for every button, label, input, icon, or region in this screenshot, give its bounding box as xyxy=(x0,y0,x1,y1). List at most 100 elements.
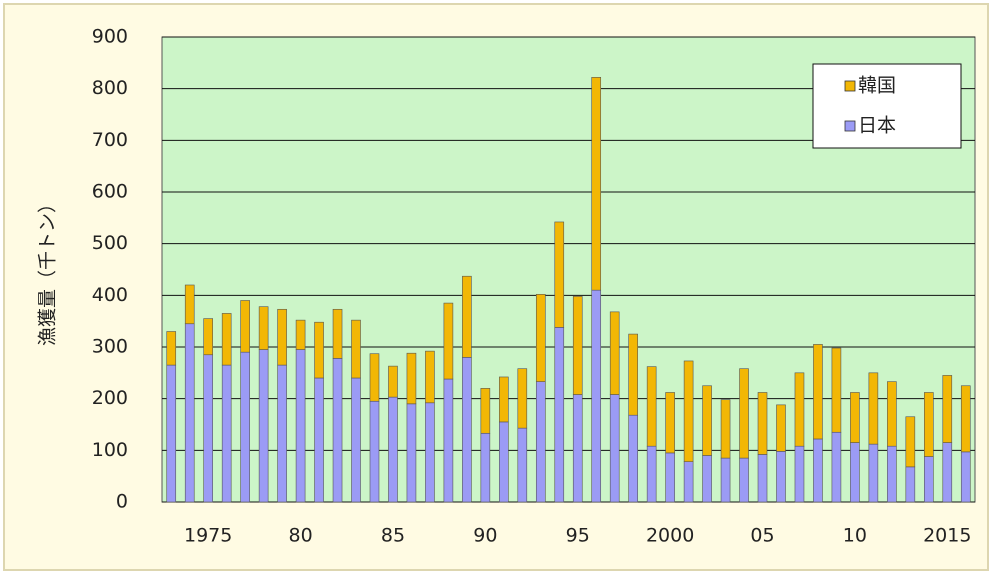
bar-segment xyxy=(295,349,306,503)
bar-segment xyxy=(314,321,324,379)
y-tick-label: 300 xyxy=(92,336,128,358)
bar-segment xyxy=(942,442,953,503)
bar-segment xyxy=(166,364,177,503)
bar-segment xyxy=(203,354,213,503)
bar-segment xyxy=(665,452,675,503)
legend-box xyxy=(812,63,962,149)
bar-segment xyxy=(942,375,953,443)
bar-segment xyxy=(314,377,324,503)
bar-segment xyxy=(850,442,860,503)
legend-label: 韓国 xyxy=(858,75,896,97)
bar-segment xyxy=(776,451,786,503)
bar-segment xyxy=(517,427,528,503)
bar-segment xyxy=(184,284,195,325)
bar-segment xyxy=(462,275,472,358)
y-tick-label: 500 xyxy=(92,232,128,254)
y-tick-label: 600 xyxy=(92,181,128,203)
bar-segment xyxy=(720,399,731,459)
bar-segment xyxy=(221,364,232,503)
y-tick-label: 0 xyxy=(116,491,128,513)
bar-segment xyxy=(794,372,805,447)
bar-segment xyxy=(166,331,177,366)
bar-segment xyxy=(665,392,675,454)
bar-segment xyxy=(702,455,712,503)
bar-segment xyxy=(499,376,509,423)
bar-segment xyxy=(572,394,583,503)
x-tick-label: 10 xyxy=(843,525,867,547)
bar-segment xyxy=(776,404,786,452)
bar-segment xyxy=(924,392,934,457)
bar-segment xyxy=(831,347,842,433)
bar-segment xyxy=(554,221,565,328)
bar-segment xyxy=(203,318,213,356)
y-tick-label: 700 xyxy=(92,129,128,151)
bar-segment xyxy=(628,333,638,416)
bar-segment xyxy=(295,319,306,350)
x-tick-label: 95 xyxy=(566,525,590,547)
bar-segment xyxy=(720,457,731,503)
bar-segment xyxy=(406,352,417,405)
bar-segment xyxy=(831,431,842,503)
bar-segment xyxy=(609,394,620,503)
bar-segment xyxy=(517,368,528,429)
y-tick-label: 400 xyxy=(92,284,128,306)
bar-segment xyxy=(646,366,657,447)
bar-segment xyxy=(369,353,380,402)
x-tick-label: 2015 xyxy=(923,525,971,547)
bar-segment xyxy=(813,438,823,503)
bar-segment xyxy=(887,381,897,447)
x-tick-label: 1975 xyxy=(184,525,232,547)
legend-swatch xyxy=(844,80,856,92)
bar-segment xyxy=(351,319,361,379)
bar-segment xyxy=(240,300,250,353)
bar-segment xyxy=(924,456,934,503)
x-tick-label: 05 xyxy=(750,525,774,547)
bar-segment xyxy=(628,414,638,503)
bar-segment xyxy=(868,443,879,503)
legend-label: 日本 xyxy=(858,115,896,137)
bar-segment xyxy=(499,421,509,503)
bar-segment xyxy=(960,385,971,453)
bar-segment xyxy=(868,372,879,445)
bar-segment xyxy=(443,302,454,380)
bar-segment xyxy=(425,402,435,503)
bar-segment xyxy=(960,451,971,503)
x-tick-label: 90 xyxy=(473,525,497,547)
bar-segment xyxy=(425,350,435,404)
bar-segment xyxy=(443,378,454,503)
bar-segment xyxy=(591,77,602,291)
bar-segment xyxy=(591,289,602,503)
bar-segment xyxy=(739,368,749,459)
bar-segment xyxy=(535,293,546,382)
bar-segment xyxy=(646,445,657,503)
bar-segment xyxy=(887,445,897,503)
bar-segment xyxy=(369,400,380,503)
legend-swatch xyxy=(844,120,856,132)
bar-segment xyxy=(757,454,768,503)
bar-segment xyxy=(535,381,546,503)
bar-segment xyxy=(351,377,361,503)
bar-segment xyxy=(277,308,287,366)
bar-segment xyxy=(554,327,565,503)
bar-segment xyxy=(277,364,287,503)
x-tick-label: 85 xyxy=(381,525,405,547)
bar-segment xyxy=(905,466,916,503)
bar-segment xyxy=(184,323,195,503)
bar-segment xyxy=(332,358,343,503)
bar-segment xyxy=(757,392,768,455)
bar-segment xyxy=(850,392,860,443)
bar-segment xyxy=(572,296,583,395)
y-tick-label: 900 xyxy=(92,26,128,48)
bar-segment xyxy=(794,445,805,503)
bar-segment xyxy=(813,344,823,440)
bar-segment xyxy=(388,396,398,503)
bar-segment xyxy=(683,461,694,503)
bar-segment xyxy=(406,403,417,503)
bar-segment xyxy=(683,360,694,463)
bar-segment xyxy=(388,365,398,398)
bar-segment xyxy=(462,357,472,503)
bar-segment xyxy=(739,457,749,503)
bar-segment xyxy=(609,311,620,395)
